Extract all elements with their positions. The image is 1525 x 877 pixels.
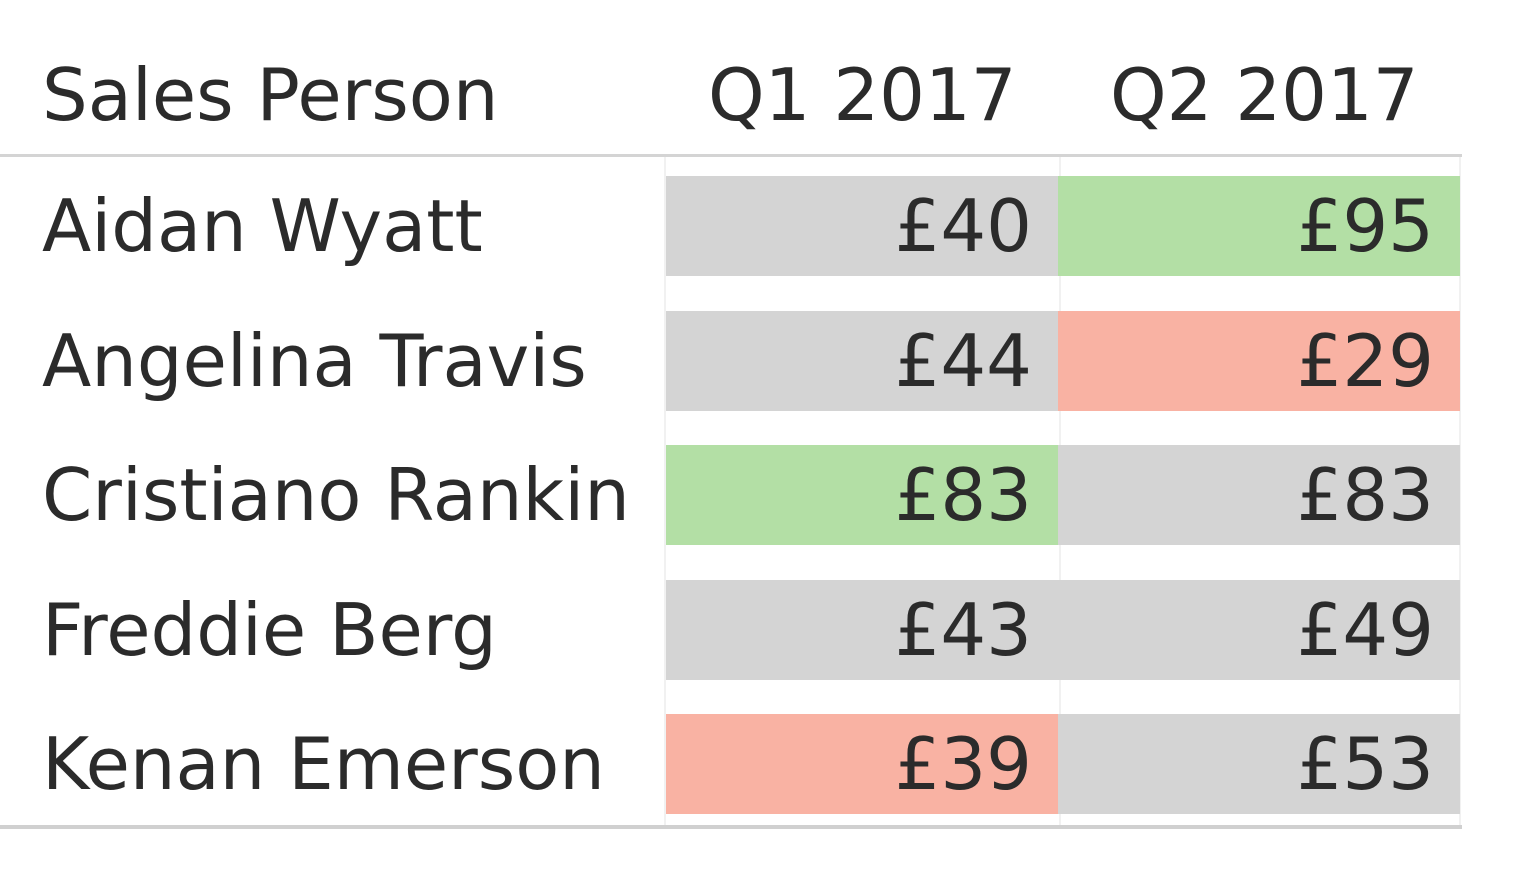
table-bottom-border (0, 825, 1462, 829)
row-label-sales-person: Kenan Emerson (42, 722, 605, 806)
cell-q1-2017-neutral[interactable]: £43 (666, 580, 1058, 680)
column-divider (664, 157, 666, 825)
row-label-sales-person: Cristiano Rankin (42, 453, 630, 537)
header-divider (0, 154, 1462, 157)
header-q1-2017: Q1 2017 (708, 53, 1017, 137)
header-sales-person: Sales Person (42, 53, 499, 137)
cell-q2-2017-neutral[interactable]: £53 (1058, 714, 1460, 814)
cell-q1-2017-neutral[interactable]: £44 (666, 311, 1058, 411)
cell-q1-2017-neutral[interactable]: £40 (666, 176, 1058, 276)
cell-q2-2017-high[interactable]: £95 (1058, 176, 1460, 276)
cell-q1-2017-high[interactable]: £83 (666, 445, 1058, 545)
cell-q2-2017-neutral[interactable]: £49 (1058, 580, 1460, 680)
row-label-sales-person: Angelina Travis (42, 319, 587, 403)
row-label-sales-person: Aidan Wyatt (42, 184, 483, 268)
header-q2-2017: Q2 2017 (1110, 53, 1419, 137)
cell-q2-2017-low[interactable]: £29 (1058, 311, 1460, 411)
column-divider (1459, 157, 1461, 825)
cell-q2-2017-neutral[interactable]: £83 (1058, 445, 1460, 545)
row-label-sales-person: Freddie Berg (42, 588, 497, 672)
cell-q1-2017-low[interactable]: £39 (666, 714, 1058, 814)
